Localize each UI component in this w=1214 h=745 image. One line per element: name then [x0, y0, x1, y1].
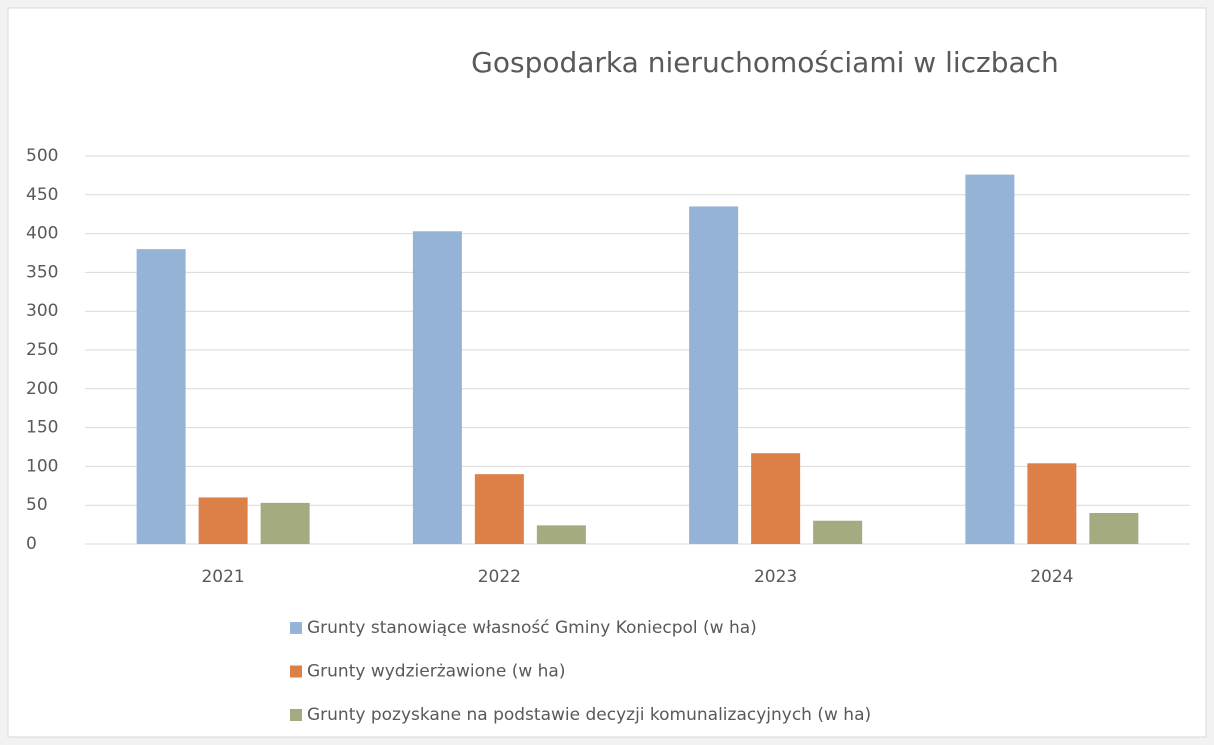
legend-swatch [290, 665, 302, 678]
y-tick-label: 0 [26, 534, 37, 554]
legend-swatch [290, 709, 302, 721]
legend-swatch [290, 622, 302, 634]
bar [260, 502, 310, 544]
bar [136, 249, 186, 544]
bar [1089, 512, 1139, 544]
legend-label: Grunty pozyskane na podstawie decyzji ko… [307, 705, 871, 725]
y-tick-label: 350 [26, 262, 58, 282]
bar [689, 206, 739, 544]
bar [1027, 463, 1077, 544]
legend-label: Grunty stanowiące własność Gminy Koniecp… [307, 618, 757, 638]
y-tick-label: 50 [26, 495, 48, 515]
y-tick-label: 150 [26, 418, 58, 438]
y-tick-label: 250 [26, 340, 58, 360]
x-tick-label: 2024 [1030, 567, 1073, 587]
y-tick-label: 200 [26, 379, 58, 399]
x-tick-label: 2023 [754, 567, 797, 587]
y-tick-label: 300 [26, 301, 58, 321]
y-tick-label: 400 [26, 224, 58, 244]
y-tick-label: 100 [26, 456, 58, 476]
bar [412, 231, 462, 544]
x-tick-label: 2022 [478, 567, 521, 587]
x-tick-label: 2021 [201, 567, 244, 587]
legend-label: Grunty wydzierżawione (w ha) [307, 662, 565, 682]
bar [965, 174, 1015, 544]
bar [813, 520, 863, 544]
bar [474, 474, 524, 544]
bar [751, 453, 801, 544]
bar [536, 525, 586, 544]
chart-title: Gospodarka nieruchomościami w liczbach [471, 46, 1059, 79]
y-tick-label: 500 [26, 146, 58, 166]
y-tick-label: 450 [26, 185, 58, 205]
bar [198, 497, 248, 544]
